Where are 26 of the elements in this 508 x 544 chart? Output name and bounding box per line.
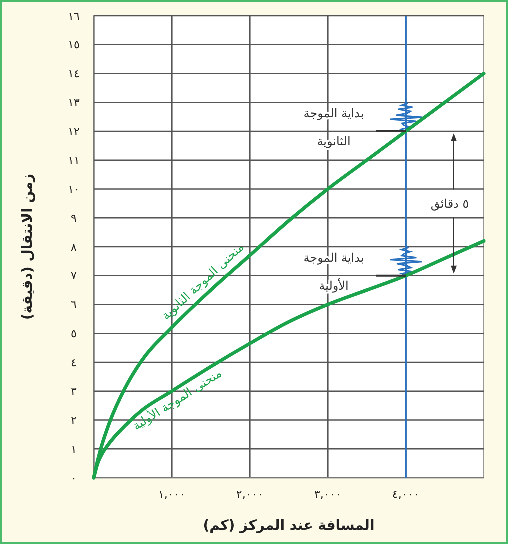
y-tick-label: ١٥: [68, 38, 80, 52]
y-tick-label: ٧: [71, 270, 78, 283]
y-tick-label: ١٤: [68, 68, 80, 81]
y-tick-label: ٩: [71, 212, 78, 225]
text: منحنى الموجة الأولية: [130, 365, 224, 434]
annotation: ٥ دقائق: [430, 196, 470, 211]
y-tick-label: ٢: [71, 414, 78, 428]
y-tick-label: ٤: [71, 356, 78, 370]
y-tick-label: ٦: [71, 298, 78, 312]
y-tick-label: ١٠: [68, 183, 80, 196]
y-tick-label: ٥: [71, 327, 78, 340]
y-tick-label: ١٦: [68, 10, 80, 23]
text: منحنى الموجة الثانوية: [158, 240, 247, 323]
y-tick-label: ١١: [68, 154, 80, 168]
x-tick-label: ١,٠٠٠: [158, 488, 186, 501]
y-tick-label: ٣: [71, 385, 78, 398]
y-tick-label: ١٢: [68, 125, 80, 138]
x-tick-label: ٢,٠٠٠: [236, 488, 264, 501]
x-tick-label: ٤,٠٠٠: [392, 488, 420, 501]
y-tick-label: ١٣: [68, 96, 80, 110]
y-tick-label: ٨: [71, 240, 78, 254]
y-tick-label: ٠: [71, 472, 77, 485]
x-tick-label: ٣,٠٠٠: [314, 488, 342, 501]
x-axis-title: المسافة عند المركز (كم): [203, 518, 375, 534]
y-tick-label: ١: [71, 442, 77, 456]
y-axis-title: زمن الانتقال (دقيقة): [20, 174, 36, 320]
